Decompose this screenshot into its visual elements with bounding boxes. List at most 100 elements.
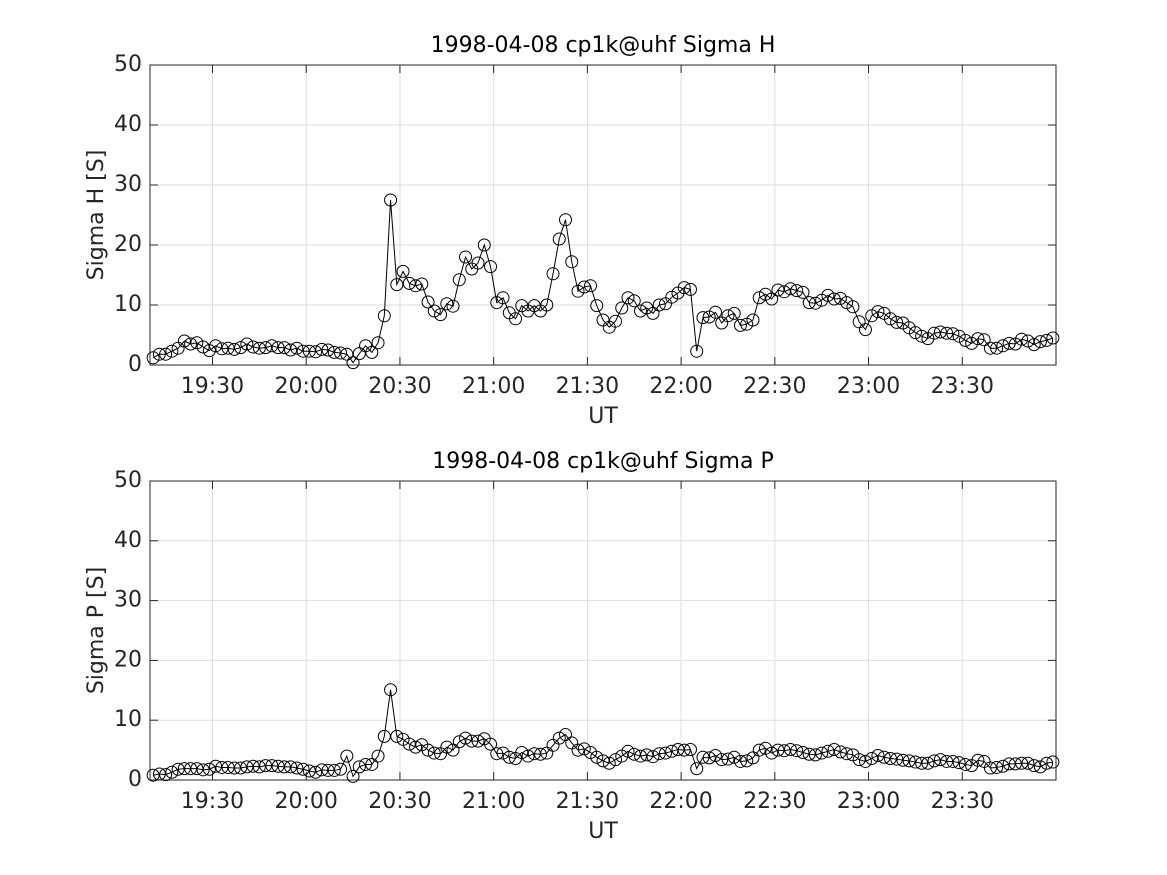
data-point xyxy=(252,341,266,355)
data-point xyxy=(371,749,385,763)
data-point xyxy=(790,284,804,298)
data-point xyxy=(421,295,435,309)
data-point xyxy=(196,763,210,777)
axes: 19:30 20:00 20:30 21:00 21:30 22:00 22:30 23:00… xyxy=(84,449,1060,844)
data-point xyxy=(665,290,679,304)
data-point xyxy=(771,283,785,297)
data-point xyxy=(596,754,610,768)
data-point xyxy=(440,740,454,754)
data-point xyxy=(290,761,304,775)
data-point xyxy=(740,317,754,331)
y-tick-label: 20 xyxy=(114,232,142,257)
data-point xyxy=(877,750,891,764)
data-point xyxy=(633,749,647,763)
data-point xyxy=(721,309,735,323)
data-point xyxy=(608,314,622,328)
data-point xyxy=(146,351,160,365)
data-point xyxy=(227,342,241,356)
data-point xyxy=(833,745,847,759)
data-point xyxy=(727,306,741,320)
data-point xyxy=(484,737,498,751)
data-point xyxy=(296,344,310,358)
data-point xyxy=(808,748,822,762)
x-tick-label: 20:30 xyxy=(368,374,431,399)
data-point xyxy=(427,304,441,318)
data-point xyxy=(652,747,666,761)
data-point xyxy=(190,336,204,350)
data-point xyxy=(940,754,954,768)
data-point xyxy=(340,749,354,763)
data-point xyxy=(940,326,954,340)
data-point xyxy=(1046,331,1060,345)
data-point xyxy=(908,326,922,340)
data-point xyxy=(996,759,1010,773)
data-point xyxy=(865,751,879,765)
x-tick-label: 23:00 xyxy=(837,789,900,814)
data-point xyxy=(152,347,166,361)
x-tick-label: 23:30 xyxy=(931,789,994,814)
data-point xyxy=(552,232,566,246)
data-point xyxy=(165,344,179,358)
x-tick-label: 20:30 xyxy=(368,789,431,814)
data-point xyxy=(1040,756,1054,770)
data-point xyxy=(327,345,341,359)
data-point xyxy=(496,291,510,305)
data-point xyxy=(446,743,460,757)
data-point xyxy=(571,743,585,757)
data-point xyxy=(771,743,785,757)
data-point xyxy=(752,743,766,757)
data-point xyxy=(252,760,266,774)
data-point xyxy=(509,312,523,326)
data-point xyxy=(327,763,341,777)
data-point xyxy=(933,753,947,767)
data-point xyxy=(1002,336,1016,350)
data-point xyxy=(196,340,210,354)
data-point xyxy=(277,760,291,774)
data-point xyxy=(865,309,879,323)
data-point xyxy=(633,304,647,318)
data-point xyxy=(921,756,935,770)
data-point xyxy=(840,296,854,310)
y-tick-label: 30 xyxy=(114,172,142,197)
data-point xyxy=(640,748,654,762)
data-point xyxy=(1033,760,1047,774)
data-point xyxy=(452,735,466,749)
data-point xyxy=(459,731,473,745)
data-point xyxy=(302,764,316,778)
data-point xyxy=(858,754,872,768)
x-tick-label: 23:00 xyxy=(837,374,900,399)
x-tick-label: 22:00 xyxy=(649,789,712,814)
data-point xyxy=(402,276,416,290)
data-point xyxy=(627,747,641,761)
data-point xyxy=(427,746,441,760)
data-point xyxy=(171,762,185,776)
y-tick-label: 0 xyxy=(128,352,142,377)
data-point xyxy=(1027,759,1041,773)
data-point xyxy=(346,356,360,370)
data-point xyxy=(908,755,922,769)
data-point xyxy=(284,760,298,774)
x-axis-label: UT xyxy=(588,404,618,429)
data-point xyxy=(615,301,629,315)
data-point xyxy=(958,333,972,347)
data-point xyxy=(352,347,366,361)
data-point xyxy=(159,347,173,361)
data-point xyxy=(833,291,847,305)
data-point xyxy=(384,193,398,207)
data-point xyxy=(284,343,298,357)
data-point xyxy=(977,333,991,347)
data-point xyxy=(990,760,1004,774)
y-tick-label: 40 xyxy=(114,528,142,553)
x-tick-label: 22:30 xyxy=(743,789,806,814)
data-point xyxy=(808,296,822,310)
data-point xyxy=(571,284,585,298)
data-point xyxy=(259,759,273,773)
data-point xyxy=(446,299,460,313)
data-point xyxy=(677,281,691,295)
y-tick-label: 50 xyxy=(114,468,142,493)
data-point xyxy=(515,745,529,759)
data-point xyxy=(883,312,897,326)
y-axis-label: Sigma P [S] xyxy=(84,567,109,694)
y-tick-label: 50 xyxy=(114,52,142,77)
data-point xyxy=(271,341,285,355)
